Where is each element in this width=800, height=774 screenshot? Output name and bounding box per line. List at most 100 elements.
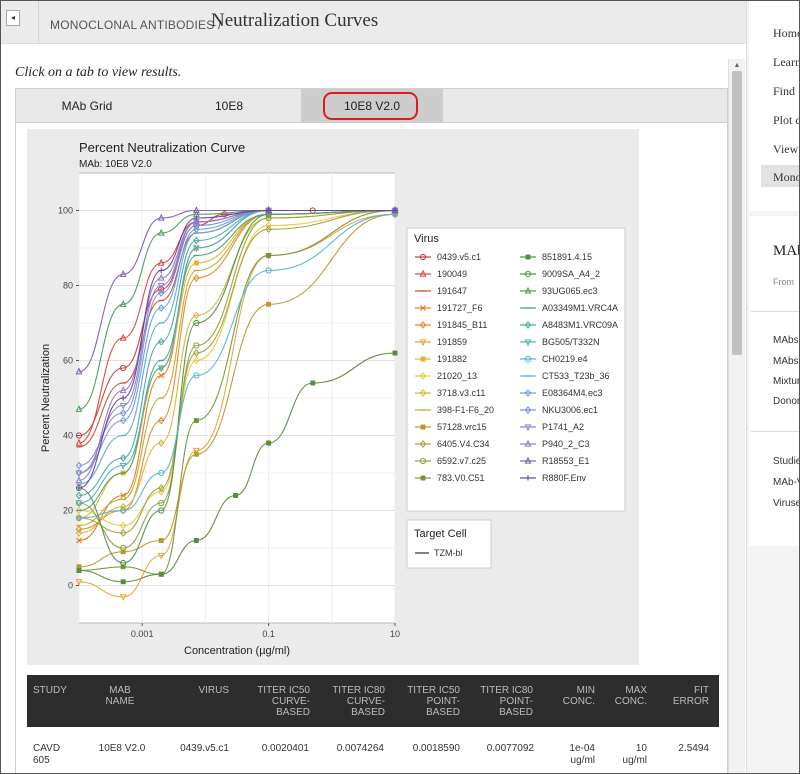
- col-titer-ic50-curve[interactable]: TITER IC50 CURVE-BASED: [257, 685, 310, 718]
- legend-label: A8483M1.VRC09A: [542, 320, 618, 330]
- data-point: [392, 207, 398, 214]
- data-point: [120, 549, 126, 555]
- col-min-conc[interactable]: MIN CONC.: [562, 685, 595, 707]
- data-point: [119, 529, 127, 537]
- legend-key-marker: [524, 270, 532, 278]
- vertical-scrollbar[interactable]: ▲: [728, 59, 745, 773]
- col-titer-ic50-point[interactable]: TITER IC50 POINT-BASED: [407, 685, 460, 718]
- sidebar-item-plot[interactable]: Plot d: [773, 113, 800, 127]
- legend-label: A03349M1.VRC4A: [542, 303, 618, 313]
- sidebar-row-mabs-2[interactable]: MAbs: [773, 356, 799, 367]
- data-point: [75, 470, 83, 478]
- target-cell-legend-title: Target Cell: [414, 528, 467, 540]
- data-point: [120, 559, 127, 567]
- data-point: [193, 356, 200, 365]
- sidebar-item-learn[interactable]: Learn: [773, 55, 800, 69]
- data-point: [119, 409, 127, 417]
- data-point: [76, 568, 82, 573]
- data-point: [157, 484, 165, 492]
- legend-key-marker: [419, 372, 427, 380]
- data-point: [193, 221, 200, 230]
- x-axis-label: Concentration (µg/ml): [184, 645, 290, 657]
- curve-line: [78, 209, 395, 489]
- virus-legend-title: Virus: [414, 233, 439, 245]
- collapse-panel-icon[interactable]: ◂: [6, 10, 20, 26]
- data-point: [193, 451, 199, 457]
- data-point: [157, 487, 165, 496]
- sidebar-item-view[interactable]: View: [773, 142, 799, 156]
- instruction-text: Click on a tab to view results.: [15, 65, 182, 80]
- content-panel: [15, 123, 728, 773]
- sidebar-row-donor[interactable]: Donor: [773, 396, 800, 407]
- cell-virus[interactable]: 0439.v5.c1: [180, 743, 229, 754]
- data-point: [221, 211, 228, 218]
- scroll-up-icon[interactable]: ▲: [733, 62, 741, 69]
- data-point: [120, 395, 126, 401]
- data-point: [158, 538, 164, 543]
- col-mab-name[interactable]: MAB NAME: [105, 685, 135, 707]
- legend-label: 398-F1-F6_20: [437, 405, 494, 415]
- sidebar-row-mixtures[interactable]: Mixtur: [773, 376, 800, 387]
- sidebar-item-monoclonal[interactable]: Monoc: [773, 170, 799, 184]
- y-tick-label: 0: [68, 581, 73, 591]
- virus-legend-box: [406, 227, 626, 512]
- legend-key-marker: [524, 321, 532, 329]
- x-tick-label: 10: [390, 629, 400, 639]
- cell-fit-error: 2.5494: [678, 743, 709, 754]
- data-point: [75, 405, 83, 412]
- sidebar-item-find[interactable]: Find: [773, 84, 796, 98]
- sidebar-row-viruses[interactable]: Viruse: [773, 498, 800, 509]
- x-tick-label: 0.001: [131, 629, 154, 639]
- scrollbar-thumb[interactable]: [732, 71, 742, 355]
- legend-label: 3718.v3.c11: [437, 388, 485, 398]
- sidebar-item-home[interactable]: Home: [773, 26, 800, 40]
- data-point: [75, 367, 83, 375]
- sidebar-divider: [751, 431, 799, 432]
- col-titer-ic80-point[interactable]: TITER IC80 POINT-BASED: [480, 685, 533, 718]
- y-tick-label: 60: [63, 356, 73, 366]
- data-point: [75, 432, 83, 439]
- col-max-conc[interactable]: MAX CONC.: [614, 685, 647, 707]
- sidebar-row-mab-virus[interactable]: MAb-V: [773, 477, 799, 488]
- data-point: [192, 217, 200, 225]
- tab-10e8[interactable]: 10E8: [214, 99, 244, 113]
- data-point: [392, 350, 398, 356]
- col-study[interactable]: STUDY: [33, 685, 67, 696]
- data-point: [75, 438, 83, 446]
- breadcrumb-link[interactable]: MONOCLONAL ANTIBODIES: [50, 18, 215, 32]
- data-point: [119, 416, 127, 425]
- data-point: [193, 349, 200, 357]
- legend-label: P1741_A2: [542, 422, 584, 432]
- col-virus[interactable]: VIRUS: [198, 685, 229, 696]
- data-point: [193, 342, 200, 349]
- cell-titer-ic80-point: 0.0077092: [486, 743, 534, 754]
- data-point: [157, 228, 165, 236]
- data-point: [158, 286, 165, 293]
- data-point: [75, 500, 83, 508]
- data-point: [265, 267, 272, 274]
- col-titer-ic80-curve[interactable]: TITER IC80 CURVE-BASED: [332, 685, 385, 718]
- data-point: [265, 214, 272, 222]
- sidebar-row-studies[interactable]: Studie: [773, 456, 800, 467]
- chart-title: Percent Neutralization Curve: [79, 140, 245, 155]
- legend-key-marker: [419, 321, 427, 329]
- legend-label: 6405.V4.C34: [437, 439, 490, 449]
- legend-label: CT533_T23b_36: [542, 371, 610, 381]
- y-tick-label: 20: [63, 506, 73, 516]
- data-point: [157, 304, 165, 312]
- col-fit-error[interactable]: FIT ERROR: [672, 685, 709, 707]
- cell-titer-ic80-curve: 0.0074264: [336, 743, 384, 754]
- data-point: [75, 525, 83, 534]
- data-point: [119, 506, 127, 515]
- legend-label: 0439.v5.c1: [437, 252, 481, 262]
- target-cell-label: TZM-bl: [434, 548, 463, 558]
- data-point: [158, 372, 165, 379]
- cell-study: CAVD 605: [33, 743, 61, 766]
- data-point: [75, 579, 83, 586]
- curve-line: [78, 209, 396, 527]
- data-point: [75, 461, 83, 470]
- tab-mab-grid[interactable]: MAb Grid: [61, 99, 113, 113]
- data-point: [76, 537, 82, 544]
- sidebar-row-mabs[interactable]: MAbs: [773, 335, 799, 346]
- legend-key-marker: [419, 440, 427, 448]
